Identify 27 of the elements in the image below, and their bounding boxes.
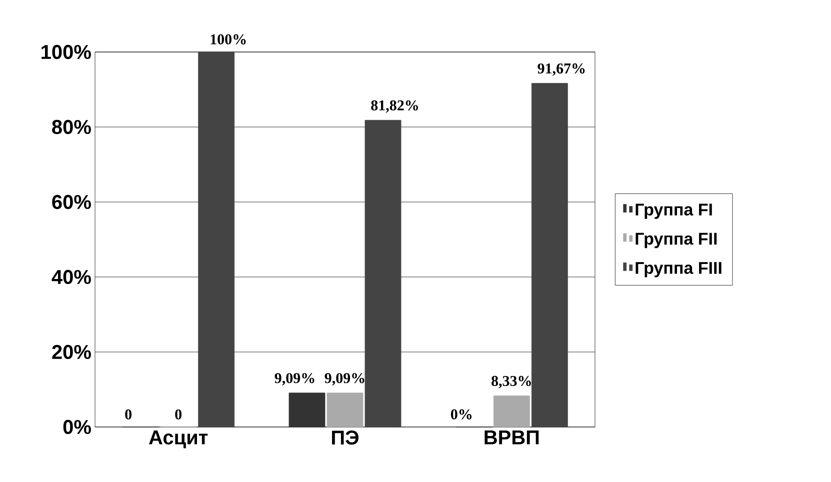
bar — [288, 392, 326, 428]
data-label: 9,09% — [274, 373, 314, 386]
bar — [326, 392, 364, 428]
y-tick-label: 20% — [52, 344, 91, 360]
data-label: 0% — [450, 409, 472, 420]
data-label: 100% — [210, 34, 246, 44]
y-tick-label: 80% — [52, 120, 91, 134]
bar — [531, 83, 568, 428]
data-label: 0 — [125, 409, 132, 420]
y-tick-label: 60% — [52, 194, 91, 210]
legend-label: Группа FIII — [636, 262, 722, 278]
bar — [493, 396, 530, 428]
data-label: 81,82% — [371, 100, 418, 113]
data-label: 9,09% — [324, 373, 364, 386]
x-tick-label: ПЭ — [332, 430, 358, 445]
legend-label: Группа FI — [636, 204, 712, 219]
y-tick-label: 0% — [63, 420, 91, 434]
y-tick-label: 100% — [42, 44, 91, 60]
data-label: 0 — [175, 409, 182, 420]
bar — [198, 52, 235, 428]
legend-label: Группа FII — [636, 232, 717, 248]
data-label: 8,33% — [492, 376, 531, 388]
x-tick-label: Асцит — [149, 430, 208, 448]
y-tick-label: 40% — [52, 270, 91, 284]
bar — [364, 120, 402, 428]
x-tick-label: ВРВП — [484, 430, 539, 444]
data-label: 91,67% — [538, 63, 585, 76]
